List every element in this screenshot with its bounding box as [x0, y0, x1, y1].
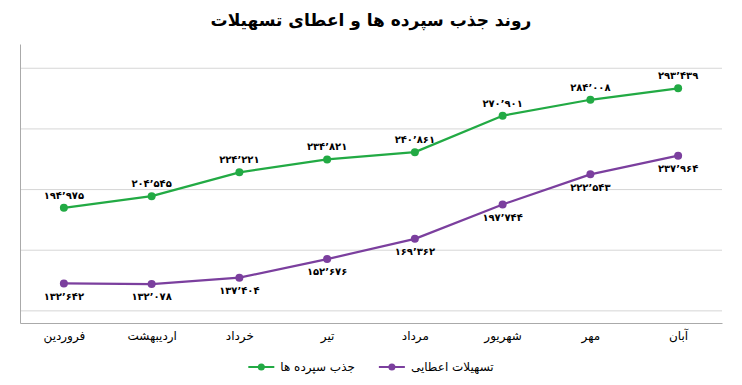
point	[323, 255, 331, 263]
x-tick-label: خرداد	[226, 329, 254, 344]
x-axis-line	[21, 323, 723, 324]
marks	[60, 84, 682, 288]
grid-line	[20, 128, 722, 129]
data-label: ۱۳۲٬۰۷۸	[131, 291, 171, 302]
point	[235, 168, 243, 176]
data-label: ۲۲۴٬۲۲۱	[219, 154, 259, 165]
x-tick-label: فروردین	[43, 329, 85, 344]
y-axis	[20, 45, 22, 324]
data-label: ۱۹۴٬۹۷۵	[44, 190, 84, 201]
point	[235, 274, 243, 282]
point	[499, 200, 507, 208]
x-tick-label: تیر	[320, 329, 335, 344]
series-line	[64, 156, 678, 284]
legend-item: جذب سپرده ها	[248, 360, 355, 375]
data-label: ۱۳۷٬۴۰۴	[219, 285, 259, 296]
title: روند جذب سپرده ها و اعطای تسهیلات	[211, 10, 532, 31]
x-tick: مرداد	[402, 323, 429, 344]
point	[148, 192, 156, 200]
data-label: ۲۳۴٬۸۲۱	[307, 141, 347, 152]
x-tick: آبان	[669, 323, 689, 343]
point	[674, 152, 682, 160]
grid-line	[20, 189, 722, 190]
x-tick: شهریور	[483, 323, 522, 344]
x-tick: تیر	[320, 323, 335, 344]
point	[411, 235, 419, 243]
data-label: ۱۵۲٬۶۷۶	[307, 266, 347, 277]
data-label: ۱۹۷٬۷۴۴	[482, 212, 522, 223]
data-label: ۲۸۴٬۰۰۸	[570, 82, 610, 93]
legend: جذب سپرده ها تسهیلات اعطایی	[248, 360, 493, 375]
point	[674, 84, 682, 92]
data-label: ۲۰۴٬۵۴۵	[131, 178, 171, 189]
legend-marker	[388, 364, 395, 371]
point	[411, 148, 419, 156]
data-label: ۱۳۲٬۶۴۲	[44, 291, 84, 302]
x-tick-label: شهریور	[483, 329, 522, 344]
grid	[20, 68, 722, 311]
point	[323, 155, 331, 163]
x-axis: فروردین اردیبهشت خرداد تیر مرداد شهریور مهر آبا…	[21, 323, 723, 344]
point	[586, 96, 594, 104]
point	[148, 280, 156, 288]
point	[60, 204, 68, 212]
legend-item: تسهیلات اعطایی	[379, 360, 494, 374]
grid-line	[20, 68, 722, 69]
x-tick: فروردین	[43, 323, 85, 344]
point	[586, 170, 594, 178]
x-tick-label: مهر	[581, 329, 601, 344]
series-line	[64, 88, 678, 207]
legend-label: جذب سپرده ها	[280, 360, 355, 375]
chart: روند جذب سپرده ها و اعطای تسهیلات فروردین…	[0, 0, 742, 385]
point	[499, 112, 507, 120]
x-tick-label: مرداد	[402, 329, 429, 344]
legend-marker	[258, 364, 265, 371]
x-tick-label: آبان	[669, 328, 689, 343]
data-label: ۲۷۰٬۹۰۱	[482, 98, 522, 109]
plot: فروردین اردیبهشت خرداد تیر مرداد شهریور مهر آبا…	[20, 45, 723, 344]
x-tick: مهر	[581, 323, 601, 344]
point	[60, 279, 68, 287]
x-tick-label: اردیبهشت	[127, 329, 176, 344]
x-tick: اردیبهشت	[127, 323, 176, 344]
data-label: ۲۹۳٬۴۳۹	[658, 70, 698, 81]
data-labels: ۱۹۴٬۹۷۵ ۲۰۴٬۵۴۵ ۲۲۴٬۲۲۱ ۲۳۴٬۸۲۱ ۲۴۰٬۸۶۱ ۲۷۰٬۹…	[44, 70, 699, 302]
legend-label: تسهیلات اعطایی	[411, 360, 494, 374]
data-label: ۲۲۲٬۵۴۳	[570, 182, 610, 193]
data-label: ۲۳۷٬۹۶۴	[658, 163, 698, 174]
grid-line	[20, 310, 722, 311]
y-axis-line	[20, 45, 21, 324]
data-label: ۲۴۰٬۸۶۱	[395, 134, 435, 145]
data-label: ۱۶۹٬۳۶۲	[395, 246, 435, 257]
x-tick: خرداد	[226, 323, 254, 344]
